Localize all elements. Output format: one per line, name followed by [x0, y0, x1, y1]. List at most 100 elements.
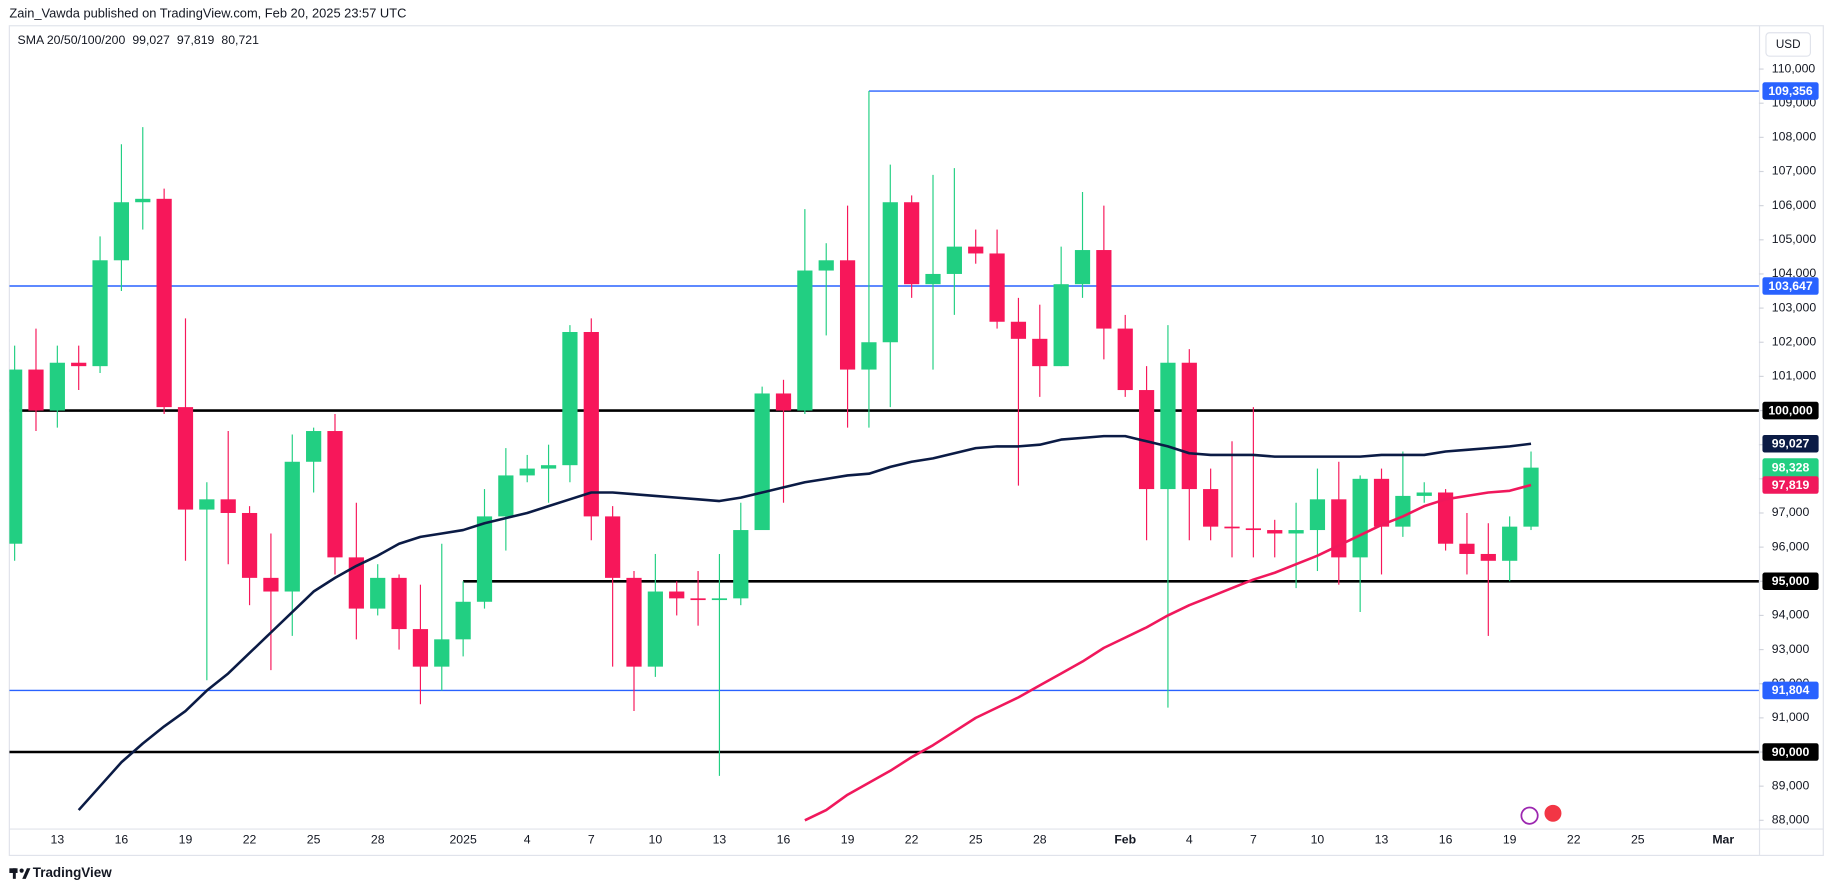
candle-body: [1437, 492, 1454, 544]
x-tick-label: 16: [1439, 832, 1453, 846]
candle-body: [306, 431, 322, 462]
y-tick-label: 103,000: [1772, 300, 1817, 314]
candle-body: [28, 369, 44, 411]
sma-value-label: 97,819: [1772, 478, 1810, 492]
indicator-layer: [77, 434, 1532, 822]
candle-body: [733, 530, 749, 599]
x-tick-label: Feb: [1114, 832, 1136, 846]
level-label: 100,000: [1768, 403, 1813, 417]
candle-body: [1395, 495, 1411, 527]
candle-body: [156, 198, 172, 408]
candle-body: [562, 332, 578, 466]
y-tick-label: 104,000: [1772, 266, 1817, 280]
sma-value-label: 99,027: [1772, 437, 1810, 451]
candle-body: [263, 577, 279, 592]
candle-body: [775, 393, 792, 411]
currency-label[interactable]: USD: [1776, 38, 1801, 51]
candle-body: [1053, 284, 1069, 367]
candle-body: [1288, 530, 1304, 534]
candle-body: [1117, 328, 1133, 391]
levels-layer: [9, 90, 1759, 754]
candle-body: [113, 202, 130, 261]
candle-body: [1160, 362, 1176, 490]
x-tick-label: 7: [1250, 832, 1257, 846]
x-tick-label: 10: [649, 832, 663, 846]
candle-body: [1096, 250, 1112, 329]
candle-body: [434, 639, 450, 667]
footer-logo: [9, 868, 31, 879]
candle-body: [946, 246, 962, 274]
y-tick-label: 89,000: [1772, 778, 1810, 792]
candle-body: [669, 591, 685, 599]
x-tick-label: 4: [1186, 832, 1193, 846]
x-tick-label: 7: [588, 832, 595, 846]
indicator-readout: 80,721: [221, 33, 259, 47]
candle-body: [284, 461, 300, 592]
publisher-line: Zain_Vawda published on TradingView.com,…: [9, 5, 406, 20]
candle-body: [1523, 467, 1539, 527]
candle-body: [647, 591, 663, 667]
candle-body: [690, 598, 706, 601]
candle-body: [476, 516, 493, 602]
y-tick-label: 97,000: [1772, 505, 1810, 519]
footer-brand[interactable]: TradingView: [33, 865, 112, 880]
x-tick-label: 16: [777, 832, 791, 846]
level-label: 95,000: [1772, 574, 1810, 588]
sma-line: [804, 483, 1532, 822]
candle-body: [818, 260, 834, 271]
candle-body: [327, 431, 343, 558]
x-tick-label: 16: [115, 832, 129, 846]
candle-body: [135, 198, 151, 203]
candle-body: [1267, 530, 1283, 534]
indicator-readout: 97,819: [177, 33, 215, 47]
candles-layer: [9, 91, 1539, 776]
candle-body: [220, 499, 236, 513]
y-tick-label: 110,000: [1772, 61, 1816, 75]
candle-body: [1010, 321, 1027, 339]
y-tick-label: 96,000: [1772, 539, 1810, 553]
x-tick-label: 19: [841, 832, 855, 846]
level-box: [1762, 743, 1819, 761]
x-tick-label: 10: [1311, 832, 1325, 846]
level-label: 109,356: [1768, 84, 1813, 98]
candle-body: [1245, 528, 1261, 531]
currency-box[interactable]: [1765, 32, 1812, 57]
bottom-icons: [1520, 803, 1564, 825]
indicator-label[interactable]: SMA 20/50/100/200: [18, 33, 126, 47]
chart-frame: [8, 25, 1824, 857]
candle-body: [455, 601, 471, 640]
x-tick-label: 25: [969, 832, 983, 846]
x-tick-label: 13: [51, 832, 65, 846]
candle-body: [370, 577, 386, 609]
x-tick-label: 22: [905, 832, 919, 846]
x-tick-label: 19: [179, 832, 193, 846]
candle-body: [177, 407, 194, 510]
y-tick-label: 108,000: [1772, 130, 1817, 144]
x-tick-label: 28: [1033, 832, 1047, 846]
x-tick-label: 28: [371, 832, 385, 846]
candle-body: [989, 253, 1005, 322]
candle-body: [1352, 478, 1368, 558]
candle-body: [754, 393, 770, 531]
candle-body: [1480, 553, 1496, 561]
candle-body: [1309, 499, 1326, 531]
candle-body: [9, 369, 23, 544]
icon[interactable]: [1520, 806, 1539, 825]
y-tick-label: 101,000: [1772, 369, 1817, 383]
icon[interactable]: [1542, 803, 1564, 824]
level-box: [1762, 82, 1819, 100]
candle-body: [626, 577, 642, 667]
candle-body: [904, 202, 920, 285]
y-tick-label: 88,000: [1772, 813, 1810, 827]
sma-value-box: [1762, 434, 1819, 453]
candle-body: [1459, 543, 1475, 554]
x-tick-label: 2025: [449, 832, 476, 846]
candle-body: [71, 362, 87, 367]
candle-body: [882, 202, 898, 343]
candle-body: [583, 332, 599, 517]
candle-body: [839, 260, 856, 370]
logo-part: [22, 868, 31, 879]
